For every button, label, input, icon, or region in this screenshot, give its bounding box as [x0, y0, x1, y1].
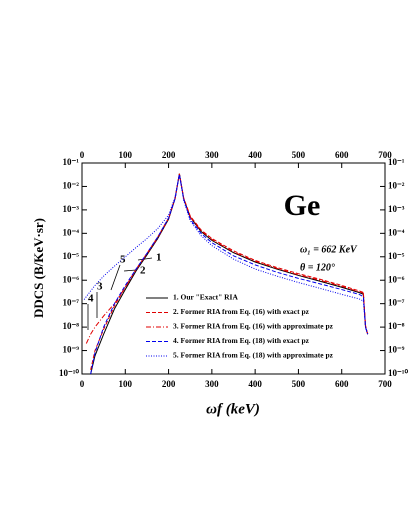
inset-title: Ge [284, 189, 321, 222]
x-tick-label: 400 [248, 379, 262, 389]
annotation: 1 [156, 252, 162, 264]
x-tick-label-top: 400 [248, 150, 262, 160]
y-tick-label-right: 10⁻⁶ [388, 274, 405, 284]
x-tick-label: 100 [119, 379, 133, 389]
legend-label: 4. Former RIA from Eq. (18) with exact p… [173, 336, 310, 345]
legend-label: 2. Former RIA from Eq. (16) with exact p… [173, 307, 310, 316]
y-tick-label-right: 10⁻³ [388, 204, 405, 214]
y-tick-label: 10⁻¹⁰ [59, 368, 79, 378]
y-tick-label-right: 10⁻¹ [388, 157, 405, 167]
legend-label: 1. Our "Exact" RIA [173, 293, 238, 302]
x-tick-label-top: 200 [162, 150, 176, 160]
plot-frame [81, 162, 386, 375]
annotation-arrows [87, 257, 153, 330]
legend-label: 3. Former RIA from Eq. (16) with approxi… [173, 322, 334, 331]
series-line [90, 173, 369, 370]
y-tick-label: 10⁻⁶ [63, 274, 80, 284]
x-axis-label: ωf (keV) [206, 401, 260, 417]
annotation: 5 [120, 254, 126, 266]
x-tick-label: 0 [80, 379, 85, 389]
inset-text: ω₁ = 662 KeV [300, 244, 358, 255]
series-line [85, 173, 369, 344]
y-tick-label-right: 10⁻² [388, 181, 405, 191]
legend-label: 5. Former RIA from Eq. (18) with approxi… [173, 351, 334, 360]
x-tick-label-top: 100 [119, 150, 133, 160]
y-tick-label: 10⁻⁹ [63, 345, 80, 355]
x-tick-label: 300 [205, 379, 219, 389]
y-tick-label: 10⁻³ [63, 204, 80, 214]
y-axis-label: DDCS (B/KeV·sr) [31, 218, 46, 318]
x-tick-label-top: 600 [335, 150, 349, 160]
y-tick-label-right: 10⁻⁹ [388, 345, 405, 355]
annotation: 3 [97, 281, 103, 293]
x-tick-label-top: 0 [80, 150, 85, 160]
x-tick-label: 200 [162, 379, 176, 389]
y-tick-label: 10⁻² [63, 181, 80, 191]
series-line [83, 174, 369, 335]
inset-text: θ = 120° [300, 262, 335, 273]
y-tick-label-right: 10⁻⁵ [388, 251, 405, 261]
x-tick-label: 600 [335, 379, 349, 389]
y-tick-label: 10⁻⁷ [63, 298, 80, 308]
y-tick-label: 10⁻⁵ [63, 251, 80, 261]
y-tick-label: 10⁻⁸ [63, 321, 80, 331]
annotation: 4 [88, 293, 94, 305]
y-tick-label-right: 10⁻⁸ [388, 321, 405, 331]
y-tick-label-right: 10⁻¹⁰ [388, 368, 408, 378]
y-tick-label-right: 10⁻⁷ [388, 298, 405, 308]
annotation: 2 [140, 265, 146, 277]
y-tick-label-right: 10⁻⁴ [388, 227, 405, 237]
x-tick-label: 700 [378, 379, 392, 389]
x-tick-label-top: 500 [292, 150, 306, 160]
x-tick-label-top: 300 [205, 150, 219, 160]
y-tick-label: 10⁻⁴ [63, 227, 80, 237]
x-tick-label: 500 [292, 379, 306, 389]
x-tick-label-top: 700 [378, 150, 392, 160]
y-tick-label: 10⁻¹ [63, 157, 80, 167]
